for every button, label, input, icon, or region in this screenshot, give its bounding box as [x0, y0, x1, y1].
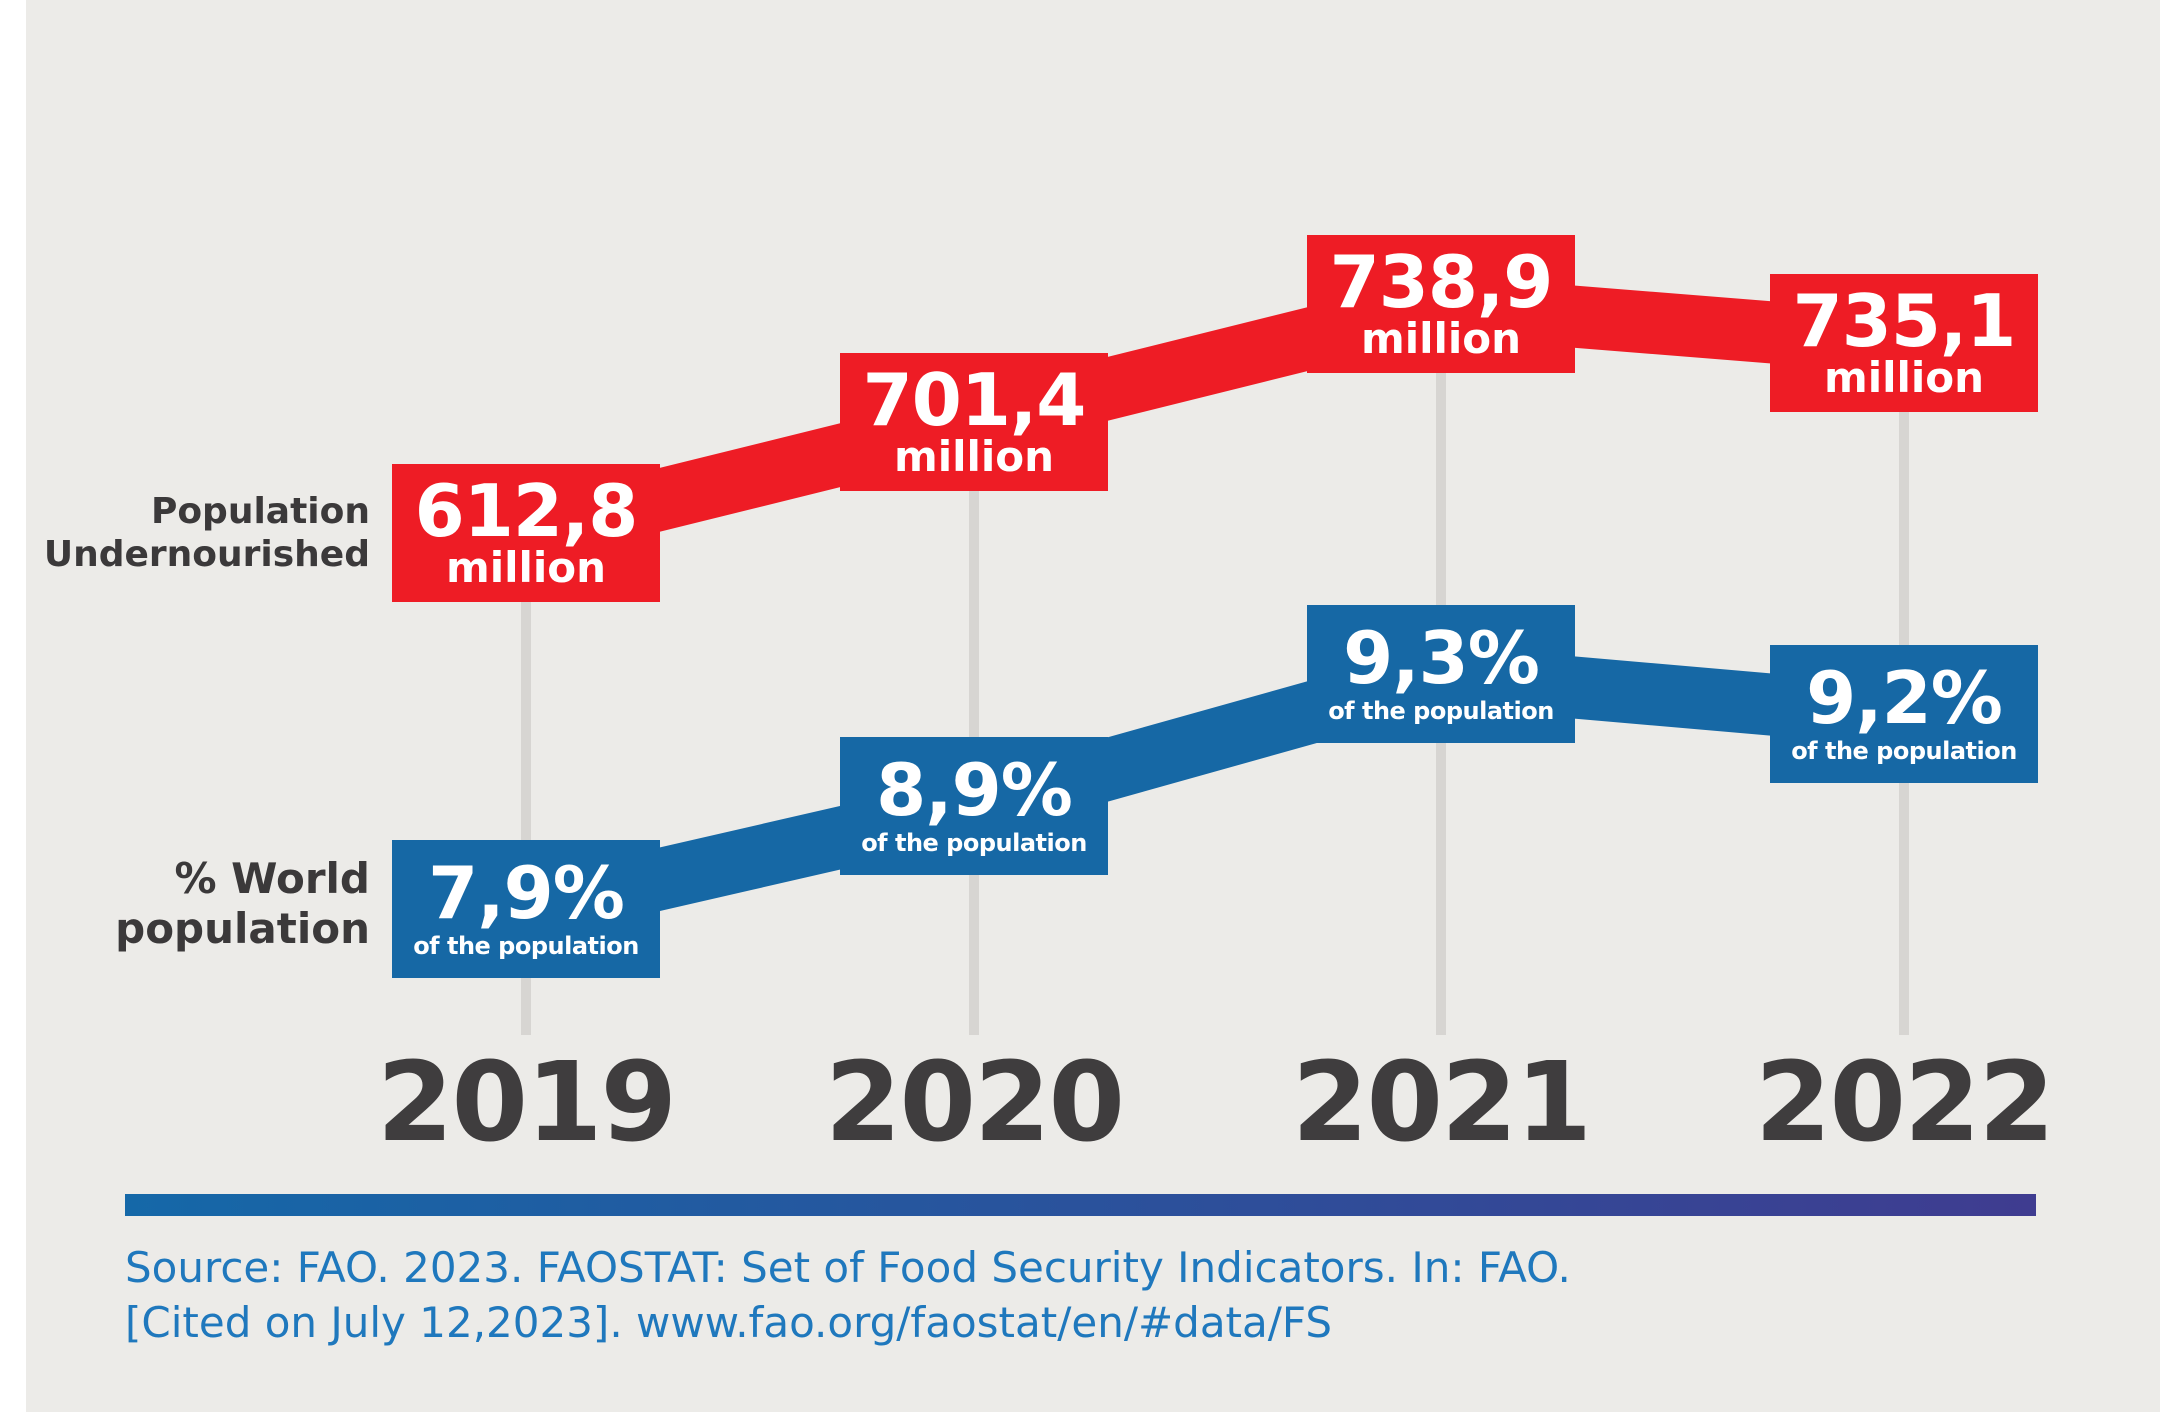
value-text: 701,4	[862, 357, 1087, 442]
series-label-undernourished: Population Undernourished	[10, 490, 370, 576]
data-label-percent-2020: 8,9% of the population	[840, 737, 1108, 875]
series-label-world-population: % World population	[10, 854, 370, 953]
series-label-line: Undernourished	[43, 534, 370, 576]
axis-label-2021: 2021	[1291, 1038, 1592, 1166]
source-line-2: [Cited on July 12,2023]. www.fao.org/fao…	[125, 1298, 1332, 1348]
value-text: 9,3%	[1343, 616, 1540, 701]
value-text: 9,2%	[1806, 656, 2003, 741]
value-text: 612,8	[414, 468, 639, 553]
value-text: 7,9%	[428, 851, 625, 936]
unit-text: of the population	[413, 931, 639, 960]
series-label-line: Population	[150, 491, 370, 532]
world-population-line	[519, 644, 1907, 941]
value-text: 735,1	[1792, 278, 2017, 363]
unit-text: million	[893, 432, 1055, 482]
source-citation: Source: FAO. 2023. FAOSTAT: Set of Food …	[125, 1240, 1571, 1351]
unit-text: of the population	[1328, 696, 1554, 725]
axis-label-2022: 2022	[1754, 1038, 2055, 1166]
axis-label-2019: 2019	[376, 1038, 677, 1166]
divider-gradient-bar	[125, 1194, 2036, 1216]
unit-text: of the population	[861, 828, 1087, 857]
data-label-percent-2019: 7,9% of the population	[392, 840, 660, 978]
unit-text: of the population	[1791, 736, 2017, 765]
unit-text: million	[1360, 314, 1522, 364]
data-label-percent-2022: 9,2% of the population	[1770, 645, 2038, 783]
value-text: 8,9%	[876, 748, 1073, 833]
undernourished-line	[518, 274, 1907, 564]
series-label-line: % World	[174, 854, 370, 903]
unit-text: million	[1823, 353, 1985, 403]
series-label-line: population	[115, 903, 370, 953]
data-label-undernourished-2021: 738,9 million	[1307, 235, 1575, 373]
source-line-1: Source: FAO. 2023. FAOSTAT: Set of Food …	[125, 1243, 1571, 1292]
data-label-undernourished-2022: 735,1 million	[1770, 274, 2038, 412]
value-text: 738,9	[1329, 239, 1554, 324]
left-margin-strip	[0, 0, 26, 1412]
data-label-undernourished-2020: 701,4 million	[840, 353, 1108, 491]
axis-label-2020: 2020	[824, 1038, 1125, 1166]
data-label-percent-2021: 9,3% of the population	[1307, 605, 1575, 743]
data-label-undernourished-2019: 612,8 million	[392, 464, 660, 602]
unit-text: million	[445, 543, 607, 593]
